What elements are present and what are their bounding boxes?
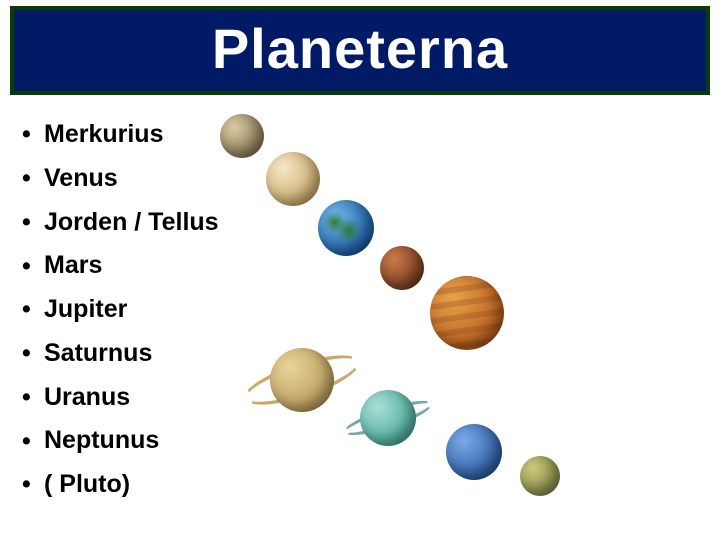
bullet-icon: • bbox=[22, 122, 44, 147]
planet-label: Jorden / Tellus bbox=[44, 201, 219, 245]
planet-label: Merkurius bbox=[44, 113, 163, 157]
list-item: •Uranus bbox=[22, 376, 720, 420]
planet-label: ( Pluto) bbox=[44, 463, 130, 507]
list-item: •Jorden / Tellus bbox=[22, 201, 720, 245]
planet-label: Jupiter bbox=[44, 288, 127, 332]
planet-label: Saturnus bbox=[44, 332, 152, 376]
list-item: •( Pluto) bbox=[22, 463, 720, 507]
list-item: •Neptunus bbox=[22, 419, 720, 463]
bullet-icon: • bbox=[22, 210, 44, 235]
list-item: •Venus bbox=[22, 157, 720, 201]
list-item: •Jupiter bbox=[22, 288, 720, 332]
bullet-icon: • bbox=[22, 341, 44, 366]
list-item: •Mars bbox=[22, 244, 720, 288]
list-item: •Merkurius bbox=[22, 113, 720, 157]
list-item: •Saturnus bbox=[22, 332, 720, 376]
planet-label: Venus bbox=[44, 157, 118, 201]
planet-label: Uranus bbox=[44, 376, 130, 420]
bullet-icon: • bbox=[22, 429, 44, 454]
bullet-icon: • bbox=[22, 385, 44, 410]
title-banner: Planeterna bbox=[10, 6, 710, 95]
planet-list: •Merkurius •Venus •Jorden / Tellus •Mars… bbox=[22, 113, 720, 507]
bullet-icon: • bbox=[22, 297, 44, 322]
page-title: Planeterna bbox=[14, 16, 706, 81]
bullet-icon: • bbox=[22, 254, 44, 279]
planet-label: Neptunus bbox=[44, 419, 159, 463]
bullet-icon: • bbox=[22, 166, 44, 191]
bullet-icon: • bbox=[22, 472, 44, 497]
planet-label: Mars bbox=[44, 244, 102, 288]
content-area: •Merkurius •Venus •Jorden / Tellus •Mars… bbox=[0, 95, 720, 507]
